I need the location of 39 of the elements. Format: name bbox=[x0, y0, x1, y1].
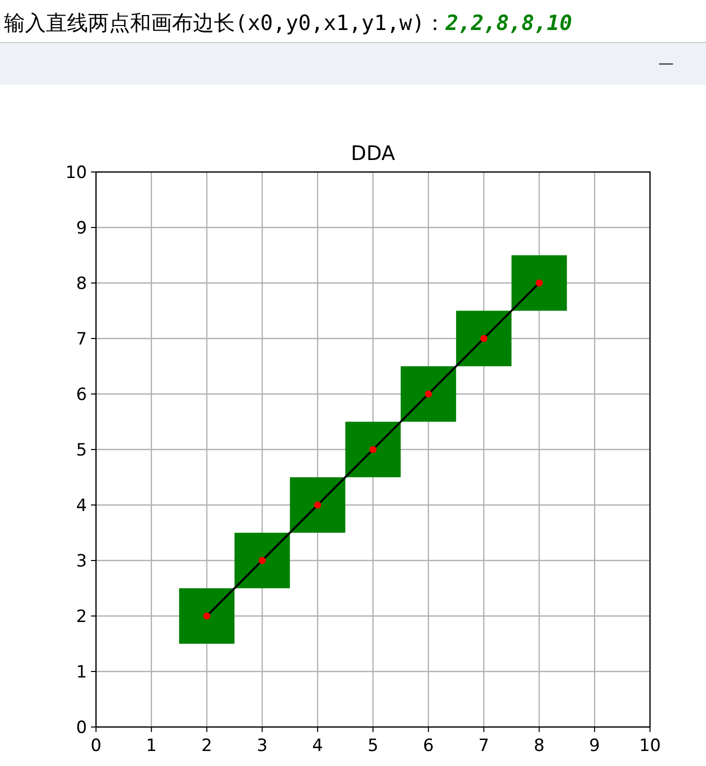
y-tick-label: 10 bbox=[65, 163, 87, 183]
bar bbox=[512, 255, 567, 311]
x-tick-label: 0 bbox=[90, 736, 102, 756]
y-tick-label: 3 bbox=[76, 552, 87, 572]
point bbox=[314, 502, 322, 508]
point bbox=[424, 390, 432, 398]
bar bbox=[179, 588, 234, 644]
y-tick-label: 5 bbox=[76, 440, 87, 460]
text: 输入直线两点和画布边长(x0,y0,x1,y1,w)： bbox=[4, 11, 446, 35]
bar bbox=[400, 366, 456, 422]
y-tick-label: 4 bbox=[76, 496, 87, 516]
x-tick-label: 6 bbox=[422, 736, 434, 756]
x-tick-label: 9 bbox=[589, 736, 600, 756]
point bbox=[258, 557, 266, 564]
bar bbox=[456, 310, 512, 366]
y-tick-label: 9 bbox=[76, 218, 87, 238]
point bbox=[536, 280, 543, 286]
x-tick-label: 8 bbox=[534, 736, 545, 756]
point bbox=[480, 335, 488, 342]
bar bbox=[290, 477, 346, 533]
y-tick-label: 6 bbox=[76, 385, 87, 405]
point bbox=[370, 446, 376, 453]
y-tick-label: 8 bbox=[76, 274, 87, 294]
y-tick-label: 0 bbox=[76, 718, 87, 738]
chart-title: DDA bbox=[350, 141, 396, 165]
bar bbox=[345, 422, 401, 478]
y-tick-label: 2 bbox=[76, 607, 87, 627]
x-tick-label: 5 bbox=[368, 736, 378, 756]
y-tick-label: 7 bbox=[76, 330, 87, 350]
point bbox=[203, 612, 210, 620]
x-tick-label: 3 bbox=[256, 736, 268, 756]
x-tick-label: 10 bbox=[639, 736, 661, 756]
bar bbox=[234, 532, 290, 588]
x-tick-label: 1 bbox=[146, 736, 157, 756]
y-tick-label: 1 bbox=[76, 662, 87, 682]
x-tick-label: 4 bbox=[312, 736, 324, 756]
x-tick-label: 7 bbox=[478, 736, 490, 756]
x-tick-label: 2 bbox=[201, 736, 212, 756]
text: 2,2,8,8,10 bbox=[444, 11, 572, 35]
